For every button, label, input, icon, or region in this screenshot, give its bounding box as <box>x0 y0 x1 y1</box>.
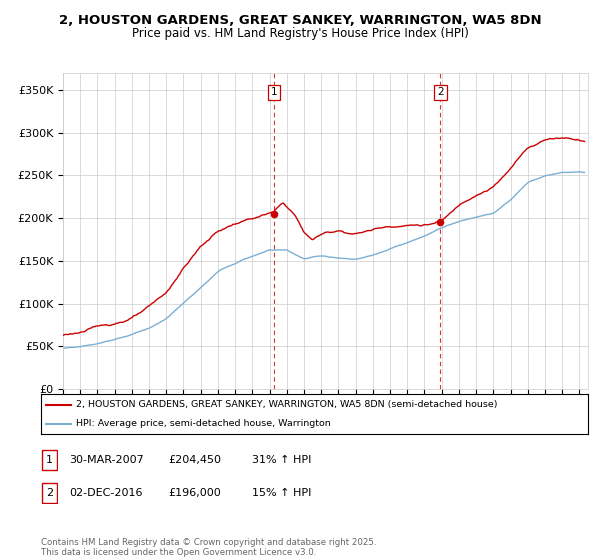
Text: 30-MAR-2007: 30-MAR-2007 <box>69 455 144 465</box>
Text: £204,450: £204,450 <box>168 455 221 465</box>
Text: 1: 1 <box>271 87 277 97</box>
Text: 31% ↑ HPI: 31% ↑ HPI <box>252 455 311 465</box>
FancyBboxPatch shape <box>41 450 57 470</box>
Point <box>269 210 278 219</box>
Text: 02-DEC-2016: 02-DEC-2016 <box>69 488 143 498</box>
Text: £196,000: £196,000 <box>168 488 221 498</box>
FancyBboxPatch shape <box>41 483 57 503</box>
Text: Price paid vs. HM Land Registry's House Price Index (HPI): Price paid vs. HM Land Registry's House … <box>131 27 469 40</box>
Text: HPI: Average price, semi-detached house, Warrington: HPI: Average price, semi-detached house,… <box>76 419 331 428</box>
Point <box>436 217 445 226</box>
Text: 15% ↑ HPI: 15% ↑ HPI <box>252 488 311 498</box>
Text: 2: 2 <box>437 87 443 97</box>
Text: 1: 1 <box>46 455 53 465</box>
Text: 2, HOUSTON GARDENS, GREAT SANKEY, WARRINGTON, WA5 8DN: 2, HOUSTON GARDENS, GREAT SANKEY, WARRIN… <box>59 14 541 27</box>
Text: 2: 2 <box>46 488 53 498</box>
Text: 2, HOUSTON GARDENS, GREAT SANKEY, WARRINGTON, WA5 8DN (semi-detached house): 2, HOUSTON GARDENS, GREAT SANKEY, WARRIN… <box>76 400 498 409</box>
Text: Contains HM Land Registry data © Crown copyright and database right 2025.
This d: Contains HM Land Registry data © Crown c… <box>41 538 376 557</box>
